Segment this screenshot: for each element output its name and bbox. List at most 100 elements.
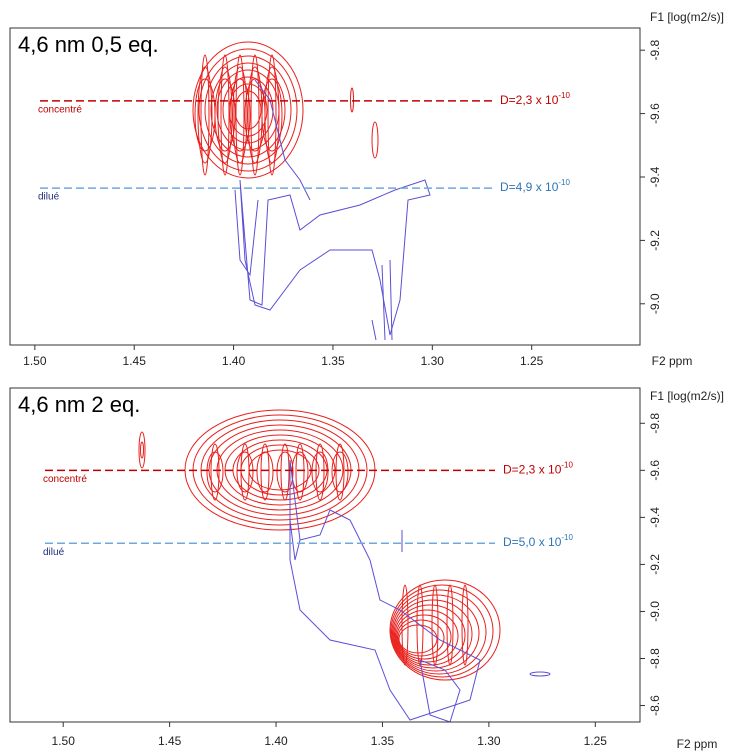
contour	[232, 66, 248, 164]
line-label: D=2,3 x 10-10	[503, 460, 573, 476]
y-axis-title: F1 [log(m2/s)]	[650, 10, 724, 24]
y-tick-label: -8.6	[648, 695, 662, 716]
contour	[392, 594, 480, 672]
contour	[260, 443, 270, 501]
line-label-exponent: -10	[558, 91, 570, 100]
contour	[214, 78, 236, 152]
contour	[397, 619, 445, 657]
y-tick-label: -8.8	[648, 648, 662, 669]
contour	[371, 121, 379, 159]
panel: 1.50 1.45 1.40 1.35 1.30 1.25 -9.8 -9.6 -9.4 -9.2…	[9, 387, 724, 751]
contour	[390, 584, 494, 678]
line-name: concentré	[38, 105, 82, 116]
y-tick-label: -9.4	[648, 166, 662, 187]
contour	[217, 66, 233, 164]
line-label-exponent: -10	[561, 533, 573, 542]
panel-title: 4,6 nm 0,5 eq.	[18, 32, 159, 57]
contour	[140, 441, 144, 459]
contour	[192, 41, 304, 179]
x-axis-title: F2 ppm	[677, 737, 718, 751]
contour	[280, 443, 290, 501]
contour	[461, 584, 469, 666]
x-axis-title: F2 ppm	[652, 354, 693, 368]
contour	[235, 54, 245, 176]
contour	[256, 451, 274, 493]
x-tick-label: 1.50	[23, 354, 47, 368]
contour	[250, 54, 260, 176]
contour	[311, 451, 329, 493]
x-tick-label: 1.50	[52, 734, 76, 748]
plot-frame	[9, 387, 641, 723]
x-tick-label: 1.40	[222, 354, 246, 368]
contour	[239, 179, 431, 336]
contour	[254, 79, 311, 201]
y-tick-label: -9.6	[648, 460, 662, 481]
line-label-text: D=5,0 x 10	[503, 535, 562, 549]
contour	[197, 66, 213, 164]
line-name: concentré	[43, 474, 87, 485]
x-tick-label: 1.40	[264, 734, 288, 748]
contour	[234, 189, 259, 277]
x-tick-label: 1.45	[158, 734, 182, 748]
contour	[419, 659, 461, 723]
contour	[446, 584, 454, 666]
contour	[371, 259, 393, 341]
contour	[315, 443, 325, 501]
line-label-text: D=2,3 x 10	[500, 93, 559, 107]
x-tick-label: 1.45	[123, 354, 147, 368]
contour	[529, 671, 551, 677]
line-label-exponent: -10	[561, 460, 573, 469]
contour	[240, 443, 250, 501]
line-label: D=4,9 x 10-10	[500, 178, 570, 194]
x-tick-label: 1.25	[584, 734, 608, 748]
contour	[431, 584, 439, 666]
contour	[198, 48, 298, 172]
y-tick-label: -9.6	[648, 103, 662, 124]
x-tick-label: 1.30	[421, 354, 445, 368]
x-tick-label: 1.25	[520, 354, 544, 368]
contour	[261, 78, 283, 152]
contour	[289, 459, 481, 721]
y-tick-label: -9.8	[648, 413, 662, 434]
line-label: D=5,0 x 10-10	[503, 533, 573, 549]
contour	[204, 55, 292, 165]
contour	[210, 443, 220, 501]
line-label: D=2,3 x 10-10	[500, 91, 570, 107]
x-tick-label: 1.35	[321, 354, 345, 368]
contour	[335, 443, 345, 501]
y-tick-label: -9.0	[648, 293, 662, 314]
contour	[289, 519, 403, 561]
contour	[394, 604, 466, 666]
contour	[291, 451, 309, 493]
line-label-text: D=2,3 x 10	[503, 462, 562, 476]
y-tick-label: -9.4	[648, 507, 662, 528]
contour	[391, 589, 487, 675]
line-label-text: D=4,9 x 10	[500, 180, 559, 194]
contour	[138, 431, 146, 469]
y-tick-label: -9.8	[648, 40, 662, 61]
contour	[236, 451, 254, 493]
contour	[229, 78, 251, 152]
contour	[210, 62, 286, 158]
contour	[401, 584, 409, 666]
contour	[220, 54, 230, 176]
panel: 1.50 1.45 1.40 1.35 1.30 1.25 -9.8 -9.6 -9.4 -9.2…	[9, 10, 724, 368]
x-tick-label: 1.30	[477, 734, 501, 748]
y-tick-label: -9.0	[648, 601, 662, 622]
title-bg	[14, 30, 182, 60]
line-name: dilué	[43, 547, 65, 558]
contour	[331, 451, 349, 493]
title-bg	[14, 390, 182, 420]
plot-frame	[9, 27, 641, 346]
contour	[416, 584, 424, 666]
y-tick-label: -9.2	[648, 554, 662, 575]
contour	[395, 609, 459, 663]
contour	[276, 451, 294, 493]
contour	[267, 54, 277, 176]
panel-title: 4,6 nm 2 eq.	[18, 392, 140, 417]
contour	[350, 87, 354, 113]
y-tick-label: -9.2	[648, 230, 662, 251]
contour	[206, 451, 224, 493]
contour	[264, 66, 280, 164]
